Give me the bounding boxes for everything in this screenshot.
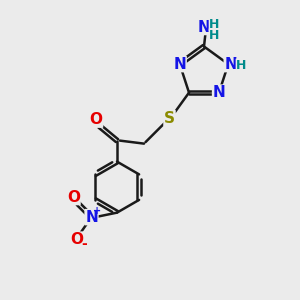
Text: N: N: [85, 210, 98, 225]
Text: O: O: [67, 190, 80, 205]
Text: O: O: [70, 232, 83, 247]
Text: O: O: [89, 112, 103, 127]
Text: N: N: [198, 20, 210, 34]
Text: H: H: [209, 18, 220, 31]
Text: H: H: [209, 29, 220, 42]
Text: N: N: [213, 85, 225, 100]
Text: N: N: [173, 57, 186, 72]
Text: +: +: [93, 206, 102, 215]
Text: S: S: [164, 111, 175, 126]
Text: H: H: [236, 59, 247, 72]
Text: -: -: [82, 237, 88, 251]
Text: N: N: [224, 57, 237, 72]
